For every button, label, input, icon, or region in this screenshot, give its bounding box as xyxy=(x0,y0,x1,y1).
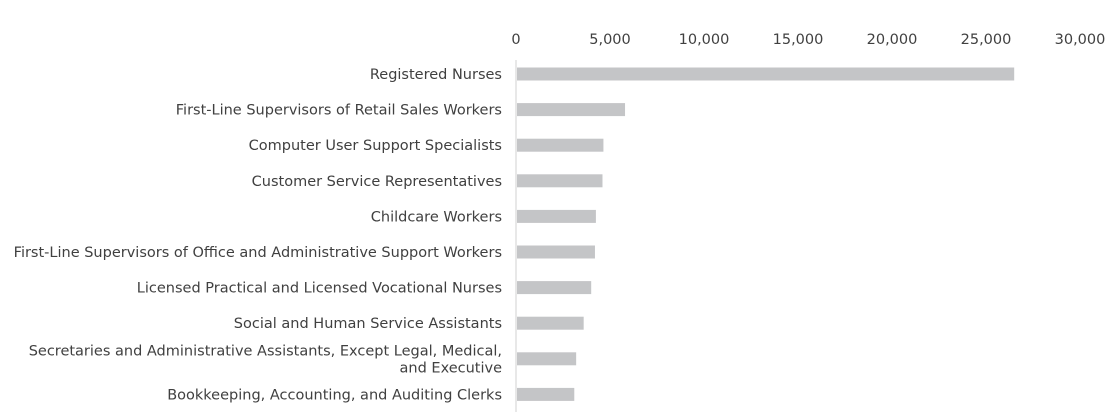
bar xyxy=(517,138,604,152)
x-tick-label: 15,000 xyxy=(773,32,824,48)
category-label: Secretaries and Administrative Assistant… xyxy=(29,343,502,376)
category-label: Bookkeeping, Accounting, and Auditing Cl… xyxy=(167,387,502,403)
x-axis-ticks: 0 5,000 10,000 15,000 20,000 25,000 30,000 xyxy=(511,32,1105,48)
category-label: Registered Nurses xyxy=(370,67,502,83)
bar xyxy=(517,67,1015,81)
bar xyxy=(517,281,592,295)
category-label: Childcare Workers xyxy=(371,209,502,225)
category-label: Customer Service Representatives xyxy=(252,174,502,190)
x-tick-label: 5,000 xyxy=(589,32,631,48)
category-labels: Registered Nurses First-Line Supervisors … xyxy=(14,67,502,403)
x-tick-label: 10,000 xyxy=(679,32,730,48)
bar xyxy=(517,174,603,188)
category-label: First-Line Supervisors of Retail Sales W… xyxy=(176,103,502,119)
bar xyxy=(517,316,584,330)
bar xyxy=(517,245,595,259)
x-tick-label: 0 xyxy=(511,32,520,48)
bar xyxy=(517,387,575,401)
bars xyxy=(517,67,1015,401)
category-label: Licensed Practical and Licensed Vocation… xyxy=(137,281,502,297)
bar xyxy=(517,209,596,223)
category-label: Computer User Support Specialists xyxy=(249,138,502,154)
category-label: First-Line Supervisors of Office and Adm… xyxy=(14,245,502,261)
x-tick-label: 20,000 xyxy=(867,32,918,48)
x-tick-label: 30,000 xyxy=(1055,32,1106,48)
bar xyxy=(517,103,626,117)
bar xyxy=(517,352,577,366)
category-label: Social and Human Service Assistants xyxy=(234,316,502,332)
x-tick-label: 25,000 xyxy=(961,32,1012,48)
